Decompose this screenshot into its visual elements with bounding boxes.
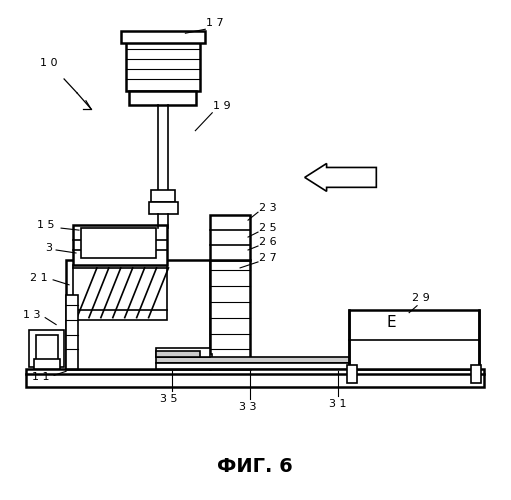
Bar bbox=[26, 370, 484, 387]
Text: 2 7: 2 7 bbox=[259, 253, 277, 263]
Bar bbox=[149, 202, 178, 214]
Text: 2 5: 2 5 bbox=[259, 223, 277, 233]
Bar bbox=[34, 360, 60, 370]
Bar bbox=[168, 354, 212, 370]
Bar bbox=[151, 190, 175, 202]
Bar bbox=[129, 91, 196, 105]
Bar bbox=[73, 265, 168, 320]
Text: 2 3: 2 3 bbox=[259, 203, 277, 213]
Bar bbox=[66, 294, 78, 370]
Bar bbox=[36, 334, 58, 362]
Bar bbox=[350, 310, 479, 370]
Bar bbox=[155, 364, 419, 370]
Bar bbox=[155, 352, 200, 358]
Bar bbox=[155, 348, 210, 358]
Text: 3 5: 3 5 bbox=[160, 394, 177, 404]
Bar bbox=[155, 358, 419, 364]
Text: 1 9: 1 9 bbox=[214, 101, 231, 111]
Text: ФИГ. 6: ФИГ. 6 bbox=[217, 458, 293, 476]
Text: 2 6: 2 6 bbox=[259, 237, 277, 247]
Bar bbox=[121, 31, 205, 43]
Text: 1 3: 1 3 bbox=[22, 310, 40, 320]
Text: 1 7: 1 7 bbox=[206, 18, 224, 28]
Text: 2 1: 2 1 bbox=[30, 273, 48, 283]
Text: 3: 3 bbox=[45, 243, 53, 253]
Bar bbox=[126, 36, 200, 91]
Text: 3 3: 3 3 bbox=[239, 402, 257, 412]
Bar bbox=[29, 330, 64, 368]
Bar bbox=[66, 260, 210, 370]
Bar bbox=[471, 366, 481, 384]
Text: 3 1: 3 1 bbox=[329, 399, 346, 409]
Bar bbox=[210, 215, 250, 260]
Bar bbox=[347, 366, 357, 384]
Bar bbox=[73, 225, 168, 265]
Text: 1 1: 1 1 bbox=[32, 372, 50, 382]
Text: 1 5: 1 5 bbox=[37, 220, 55, 230]
Polygon shape bbox=[305, 164, 376, 192]
Text: E: E bbox=[386, 315, 396, 330]
Text: 2 9: 2 9 bbox=[412, 292, 430, 302]
Bar bbox=[81, 228, 155, 258]
Text: 1 0: 1 0 bbox=[40, 58, 58, 68]
Bar bbox=[210, 260, 250, 370]
